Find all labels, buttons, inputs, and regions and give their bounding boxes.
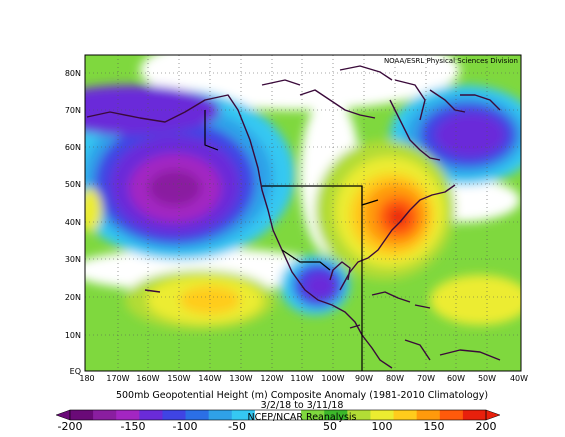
colorbar-label-50: 50: [323, 420, 337, 433]
lat-label-60n: 60N: [65, 143, 81, 152]
lon-label-130w: 130W: [229, 374, 252, 383]
lon-label-40w: 40W: [510, 374, 528, 383]
colorbar-swatch: [162, 410, 186, 420]
colorbar-swatch: [393, 410, 418, 420]
colorbar-swatch: [347, 410, 371, 420]
lat-label-70n: 70N: [65, 106, 81, 115]
lat-label-20n: 20N: [65, 293, 81, 302]
colorbar-label-neg100: -100: [173, 420, 198, 433]
colorbar-swatch: [254, 410, 279, 420]
lon-label-170w: 170W: [106, 374, 129, 383]
colorbar-label-neg150: -150: [121, 420, 146, 433]
colorbar-arrow-high: [485, 409, 501, 421]
lon-label-140w: 140W: [198, 374, 221, 383]
date-range: 3/2/18 to 3/11/18: [261, 400, 344, 411]
lon-label-90w: 90W: [355, 374, 373, 383]
lat-label-eq: EQ: [70, 367, 81, 376]
colorbar-arrow-low: [55, 409, 71, 421]
colorbar-label-neg200: -200: [58, 420, 83, 433]
anomaly-map: [85, 55, 521, 371]
lon-label-180: 180: [79, 374, 94, 383]
colorbar-swatch: [462, 410, 487, 420]
coastlines: [86, 65, 501, 369]
lon-label-160w: 160W: [136, 374, 159, 383]
colorbar-swatch: [70, 410, 94, 420]
colorbar: [55, 409, 501, 421]
lon-label-60w: 60W: [447, 374, 465, 383]
colorbar-swatch: [370, 410, 394, 420]
lon-label-150w: 150W: [167, 374, 190, 383]
map-frame: [84, 54, 522, 372]
colorbar-label-200: 200: [476, 420, 497, 433]
colorbar-swatch: [185, 410, 210, 420]
lat-axis: EQ 10N 20N 30N 40N 50N 60N 70N 80N: [65, 69, 81, 376]
colorbar-swatch: [93, 410, 117, 420]
colorbar-swatch: [139, 410, 163, 420]
colorbar-label-neg50: -50: [228, 420, 246, 433]
lon-label-80w: 80W: [386, 374, 404, 383]
borders: [204, 110, 379, 371]
colorbar-label-100: 100: [372, 420, 393, 433]
lon-label-100w: 100W: [321, 374, 344, 383]
lon-label-50w: 50W: [478, 374, 496, 383]
lon-axis: 180 170W 160W 150W 140W 130W 120W 110W 1…: [79, 374, 528, 383]
lat-label-40n: 40N: [65, 218, 81, 227]
colorbar-frame: [69, 409, 487, 421]
colorbar-swatch: [278, 410, 302, 420]
colorbar-swatch: [301, 410, 325, 420]
lat-label-10n: 10N: [65, 331, 81, 340]
colorbar-swatch: [231, 410, 256, 420]
lon-label-110w: 110W: [290, 374, 313, 383]
colorbar-swatch: [324, 410, 348, 420]
lon-label-70w: 70W: [417, 374, 435, 383]
lat-label-50n: 50N: [65, 180, 81, 189]
lat-label-30n: 30N: [65, 255, 81, 264]
colorbar-swatch: [208, 410, 233, 420]
lat-label-80n: 80N: [65, 69, 81, 78]
colorbar-swatch: [116, 410, 140, 420]
lon-label-120w: 120W: [260, 374, 283, 383]
colorbar-swatch: [439, 410, 464, 420]
colorbar-swatch: [416, 410, 441, 420]
graticule: [85, 55, 521, 371]
colorbar-label-150: 150: [424, 420, 445, 433]
reanalysis-label: NCEP/NCAR Reanalysis: [247, 412, 356, 423]
map-title: 500mb Geopotential Height (m) Composite …: [116, 390, 488, 401]
colorbar-labels: -200 -150 -100 -50 50 100 150 200: [58, 420, 497, 433]
credit-text: NOAA/ESRL Physical Sciences Division: [384, 57, 518, 65]
